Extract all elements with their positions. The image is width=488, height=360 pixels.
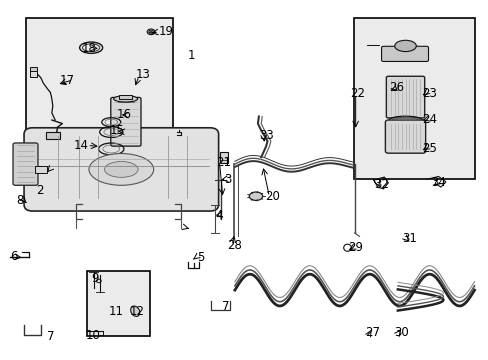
Ellipse shape <box>394 40 415 51</box>
Text: 33: 33 <box>259 129 273 142</box>
Ellipse shape <box>130 306 140 316</box>
Text: 15: 15 <box>110 124 125 137</box>
Text: 9: 9 <box>91 272 99 285</box>
Text: 5: 5 <box>196 251 203 264</box>
Text: 20: 20 <box>264 190 279 203</box>
Bar <box>87 271 149 336</box>
FancyBboxPatch shape <box>386 76 424 118</box>
Text: 4: 4 <box>215 209 223 222</box>
Text: 19: 19 <box>158 25 173 38</box>
Text: 25: 25 <box>422 142 436 155</box>
Text: 3: 3 <box>224 173 231 186</box>
FancyBboxPatch shape <box>385 120 425 153</box>
Text: 34: 34 <box>431 176 446 189</box>
Text: 16: 16 <box>116 108 131 121</box>
Text: 2: 2 <box>36 184 43 197</box>
Ellipse shape <box>148 30 153 33</box>
Text: 7: 7 <box>46 330 54 343</box>
FancyBboxPatch shape <box>381 46 427 62</box>
Text: 12: 12 <box>129 305 144 319</box>
Text: 22: 22 <box>349 87 365 100</box>
Text: 29: 29 <box>347 241 363 254</box>
FancyBboxPatch shape <box>13 143 38 185</box>
Text: 14: 14 <box>74 139 89 152</box>
Ellipse shape <box>249 192 262 201</box>
Bar <box>353 18 474 179</box>
Text: 17: 17 <box>60 74 75 87</box>
Text: 26: 26 <box>388 81 404 94</box>
Text: 7: 7 <box>221 300 228 313</box>
Bar <box>30 69 37 77</box>
FancyBboxPatch shape <box>24 128 218 211</box>
Bar <box>119 95 132 99</box>
Ellipse shape <box>104 162 138 177</box>
Text: 6: 6 <box>10 251 17 264</box>
Text: 10: 10 <box>86 329 101 342</box>
Ellipse shape <box>113 96 137 102</box>
Text: 8: 8 <box>17 194 24 207</box>
Text: 23: 23 <box>422 87 436 100</box>
Text: 30: 30 <box>393 326 408 339</box>
Text: 31: 31 <box>402 232 416 245</box>
Ellipse shape <box>89 153 153 185</box>
Text: 1: 1 <box>188 49 195 62</box>
Bar <box>26 18 172 165</box>
FancyBboxPatch shape <box>111 98 141 146</box>
Bar <box>219 152 228 163</box>
Text: 11: 11 <box>108 305 123 318</box>
Text: 28: 28 <box>227 239 242 252</box>
Bar <box>35 166 46 173</box>
Bar <box>30 67 37 71</box>
Bar <box>45 132 60 139</box>
Text: 21: 21 <box>216 156 230 169</box>
Text: 18: 18 <box>81 41 96 55</box>
Text: 13: 13 <box>135 68 150 81</box>
Ellipse shape <box>147 29 155 35</box>
Text: 32: 32 <box>373 178 388 191</box>
Text: 24: 24 <box>422 113 437 126</box>
Text: 27: 27 <box>365 326 380 339</box>
